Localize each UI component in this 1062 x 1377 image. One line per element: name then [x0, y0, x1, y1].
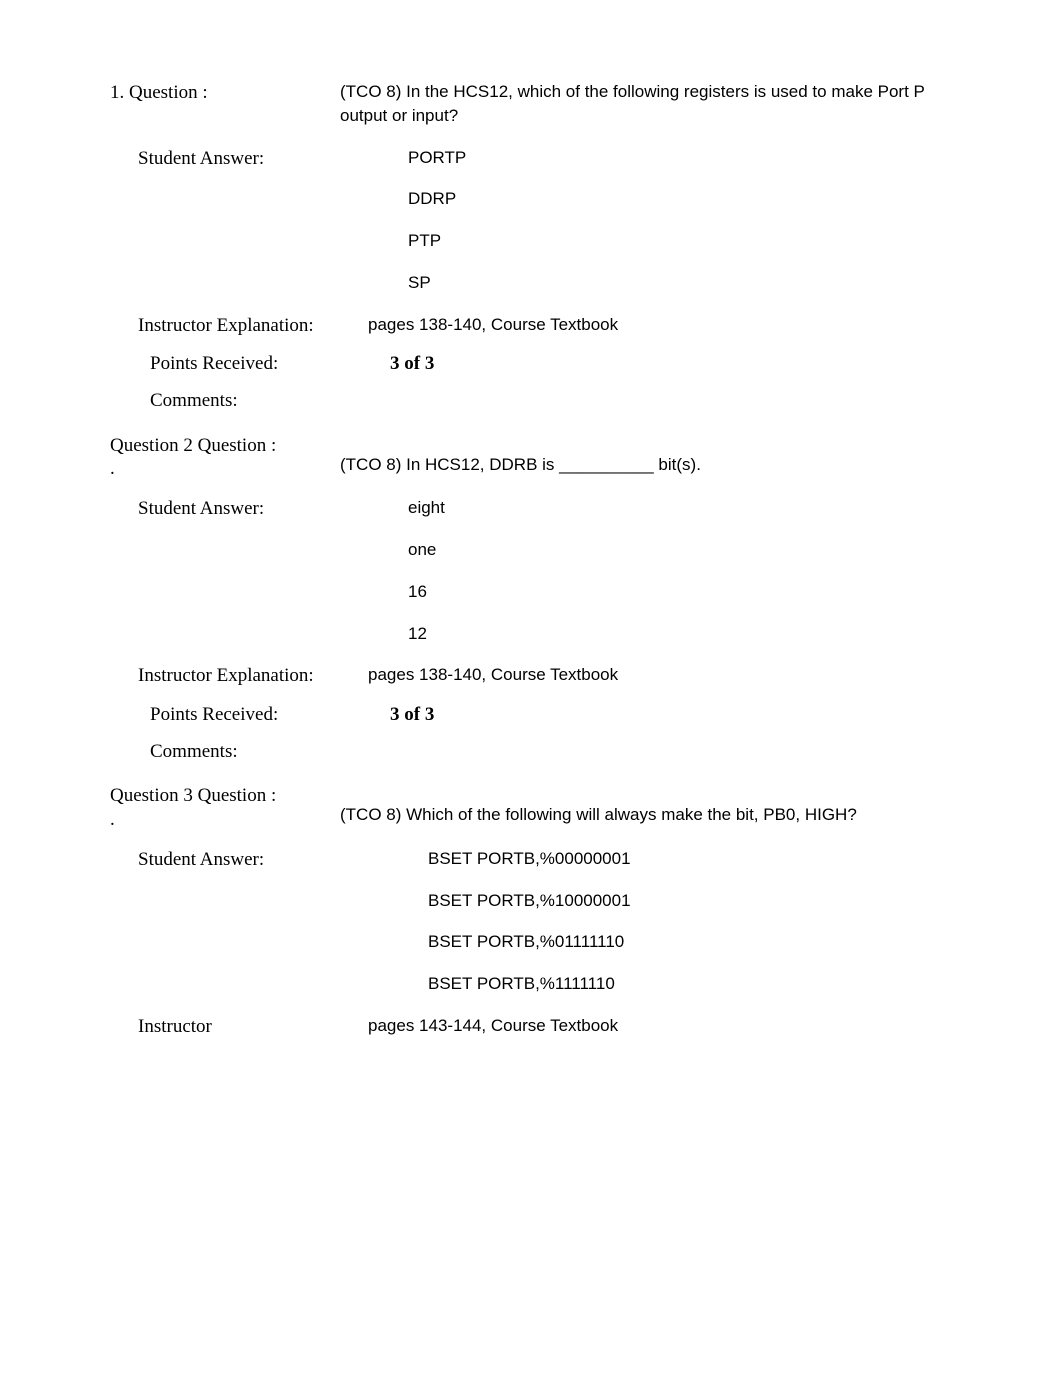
- q2-instructor-text: pages 138-140, Course Textbook: [368, 663, 952, 687]
- q1-instructor-row: Instructor Explanation: pages 138-140, C…: [110, 313, 952, 340]
- q2-instructor-label: Instructor Explanation:: [110, 663, 368, 690]
- q2-points-label: Points Received:: [110, 702, 380, 729]
- q1-points-label: Points Received:: [110, 351, 380, 378]
- q1-option-3: SP: [408, 271, 952, 295]
- q3-header-row: Question 3 Question : . (TCO 8) Which of…: [110, 783, 952, 829]
- q2-header-row: Question 2 Question : . (TCO 8) In HCS12…: [110, 433, 952, 479]
- q3-header-dot: .: [110, 810, 340, 829]
- q2-option-1: one: [408, 538, 952, 562]
- q2-header-dot: .: [110, 459, 340, 478]
- q1-options: PORTP DDRP PTP SP: [368, 146, 952, 295]
- q3-options: BSET PORTB,%00000001 BSET PORTB,%1000000…: [368, 847, 952, 996]
- q3-prompt: (TCO 8) Which of the following will alwa…: [340, 783, 952, 827]
- q1-prompt: (TCO 8) In the HCS12, which of the follo…: [340, 80, 952, 128]
- q1-option-2: PTP: [408, 229, 952, 253]
- q2-option-3: 12: [408, 622, 952, 646]
- q2-option-0: eight: [408, 496, 952, 520]
- q1-comments-row: Comments:: [110, 388, 952, 415]
- q1-comments-label: Comments:: [110, 388, 380, 415]
- q3-option-0: BSET PORTB,%00000001: [428, 847, 952, 871]
- q2-prompt: (TCO 8) In HCS12, DDRB is __________ bit…: [340, 433, 952, 477]
- q2-header: Question 2 Question : .: [110, 433, 340, 479]
- q3-instructor-text: pages 143-144, Course Textbook: [368, 1014, 952, 1038]
- q3-student-answer-label: Student Answer:: [110, 847, 368, 874]
- q3-option-1: BSET PORTB,%10000001: [428, 889, 952, 913]
- q1-instructor-text: pages 138-140, Course Textbook: [368, 313, 952, 337]
- q3-instructor-label: Instructor: [110, 1014, 368, 1041]
- q2-points-value: 3 of 3: [380, 702, 952, 729]
- q3-option-2: BSET PORTB,%01111110: [428, 930, 952, 954]
- q1-points-value: 3 of 3: [380, 351, 952, 378]
- q2-comments-label: Comments:: [110, 739, 380, 766]
- q1-student-answer-label: Student Answer:: [110, 146, 368, 173]
- q2-options: eight one 16 12: [368, 496, 952, 645]
- q2-points-row: Points Received: 3 of 3: [110, 702, 952, 729]
- q1-points-row: Points Received: 3 of 3: [110, 351, 952, 378]
- q2-comments-row: Comments:: [110, 739, 952, 766]
- q2-option-2: 16: [408, 580, 952, 604]
- q1-instructor-label: Instructor Explanation:: [110, 313, 368, 340]
- q2-student-answer-row: Student Answer: eight one 16 12: [110, 496, 952, 645]
- q3-header-label: Question 3 Question :: [110, 785, 276, 806]
- q3-option-3: BSET PORTB,%1111110: [428, 972, 952, 996]
- q1-option-0: PORTP: [408, 146, 952, 170]
- q3-instructor-row: Instructor pages 143-144, Course Textboo…: [110, 1014, 952, 1041]
- q2-instructor-row: Instructor Explanation: pages 138-140, C…: [110, 663, 952, 690]
- q2-header-label: Question 2 Question :: [110, 435, 276, 456]
- q3-student-answer-row: Student Answer: BSET PORTB,%00000001 BSE…: [110, 847, 952, 996]
- q1-header-label: 1. Question :: [110, 80, 340, 107]
- q3-header: Question 3 Question : .: [110, 783, 340, 829]
- q1-student-answer-row: Student Answer: PORTP DDRP PTP SP: [110, 146, 952, 295]
- q2-student-answer-label: Student Answer:: [110, 496, 368, 523]
- q1-option-1: DDRP: [408, 187, 952, 211]
- q1-header-row: 1. Question : (TCO 8) In the HCS12, whic…: [110, 80, 952, 128]
